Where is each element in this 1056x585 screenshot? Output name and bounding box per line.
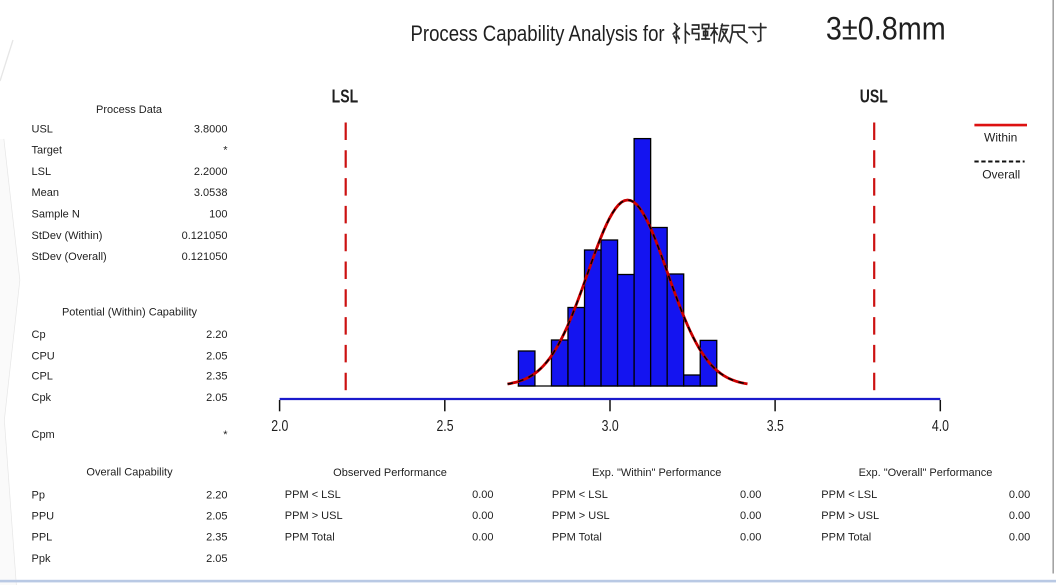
svg-text:CPL: CPL — [32, 371, 53, 383]
svg-text:Ppk: Ppk — [32, 553, 51, 565]
svg-text:Cp: Cp — [32, 329, 46, 341]
svg-text:LSL: LSL — [332, 86, 358, 108]
svg-text:PPM Total: PPM Total — [821, 531, 871, 543]
svg-text:PPM > USL: PPM > USL — [285, 510, 343, 522]
svg-text:USL: USL — [32, 123, 53, 135]
svg-text:Overall Capability: Overall Capability — [86, 467, 173, 479]
svg-text:2.0: 2.0 — [271, 418, 288, 436]
svg-text:StDev (Within): StDev (Within) — [32, 230, 103, 242]
svg-text:USL: USL — [860, 86, 888, 108]
svg-text:2.35: 2.35 — [206, 371, 227, 383]
svg-text:0.00: 0.00 — [472, 489, 493, 501]
svg-text:0.121050: 0.121050 — [182, 230, 228, 242]
svg-text:*: * — [223, 145, 228, 157]
svg-text:PPM < LSL: PPM < LSL — [821, 489, 877, 501]
svg-text:Target: Target — [32, 145, 63, 157]
svg-text:2.05: 2.05 — [206, 511, 227, 523]
svg-text:2.35: 2.35 — [206, 532, 227, 544]
svg-text:3.0: 3.0 — [602, 418, 619, 436]
svg-text:2.05: 2.05 — [206, 553, 227, 565]
svg-text:Cpk: Cpk — [32, 392, 52, 404]
svg-text:0.00: 0.00 — [1009, 489, 1030, 501]
svg-text:LSL: LSL — [32, 166, 52, 178]
svg-text:PPM > USL: PPM > USL — [821, 510, 879, 522]
svg-text:3±0.8mm: 3±0.8mm — [826, 11, 946, 47]
svg-text:Mean: Mean — [32, 187, 60, 199]
svg-text:0.00: 0.00 — [472, 531, 493, 543]
svg-text:0.00: 0.00 — [740, 510, 761, 522]
svg-text:100: 100 — [209, 208, 227, 220]
svg-text:Cpm: Cpm — [32, 429, 55, 441]
svg-text:Exp. "Within" Performance: Exp. "Within" Performance — [592, 467, 721, 479]
svg-text:2.05: 2.05 — [206, 350, 227, 362]
svg-text:2.5: 2.5 — [436, 418, 453, 436]
svg-text:4.0: 4.0 — [932, 418, 949, 436]
svg-text:0.00: 0.00 — [740, 531, 761, 543]
svg-text:PPU: PPU — [32, 511, 55, 523]
svg-text:StDev (Overall): StDev (Overall) — [32, 251, 107, 263]
svg-text:Sample N: Sample N — [32, 208, 80, 220]
svg-text:CPU: CPU — [32, 350, 55, 362]
svg-text:0.00: 0.00 — [1009, 531, 1030, 543]
svg-text:Pp: Pp — [32, 490, 45, 502]
svg-text:0.00: 0.00 — [740, 489, 761, 501]
svg-text:Observed Performance: Observed Performance — [333, 467, 447, 479]
svg-text:*: * — [223, 429, 228, 441]
svg-text:PPM > USL: PPM > USL — [552, 510, 610, 522]
svg-text:Exp. "Overall" Performance: Exp. "Overall" Performance — [859, 467, 993, 479]
svg-text:3.0538: 3.0538 — [194, 187, 228, 199]
svg-text:2.20: 2.20 — [206, 490, 227, 502]
svg-text:Process Data: Process Data — [96, 104, 163, 116]
svg-text:Within: Within — [984, 130, 1017, 144]
svg-text:2.2000: 2.2000 — [194, 166, 228, 178]
svg-text:PPM < LSL: PPM < LSL — [552, 489, 608, 501]
svg-text:0.121050: 0.121050 — [182, 251, 228, 263]
svg-text:2.05: 2.05 — [206, 392, 227, 404]
svg-text:Potential (Within) Capability: Potential (Within) Capability — [62, 307, 198, 319]
svg-text:PPM < LSL: PPM < LSL — [285, 489, 341, 501]
svg-text:3.5: 3.5 — [767, 418, 784, 436]
svg-text:2.20: 2.20 — [206, 329, 227, 341]
svg-text:3.8000: 3.8000 — [194, 123, 228, 135]
svg-text:Process Capability Analysis fo: Process Capability Analysis for — [411, 23, 665, 47]
svg-text:0.00: 0.00 — [1009, 510, 1030, 522]
svg-text:PPM Total: PPM Total — [552, 531, 602, 543]
svg-text:0.00: 0.00 — [472, 510, 493, 522]
svg-text:PPL: PPL — [32, 532, 53, 544]
svg-text:PPM Total: PPM Total — [285, 531, 335, 543]
svg-text:Overall: Overall — [982, 168, 1020, 182]
